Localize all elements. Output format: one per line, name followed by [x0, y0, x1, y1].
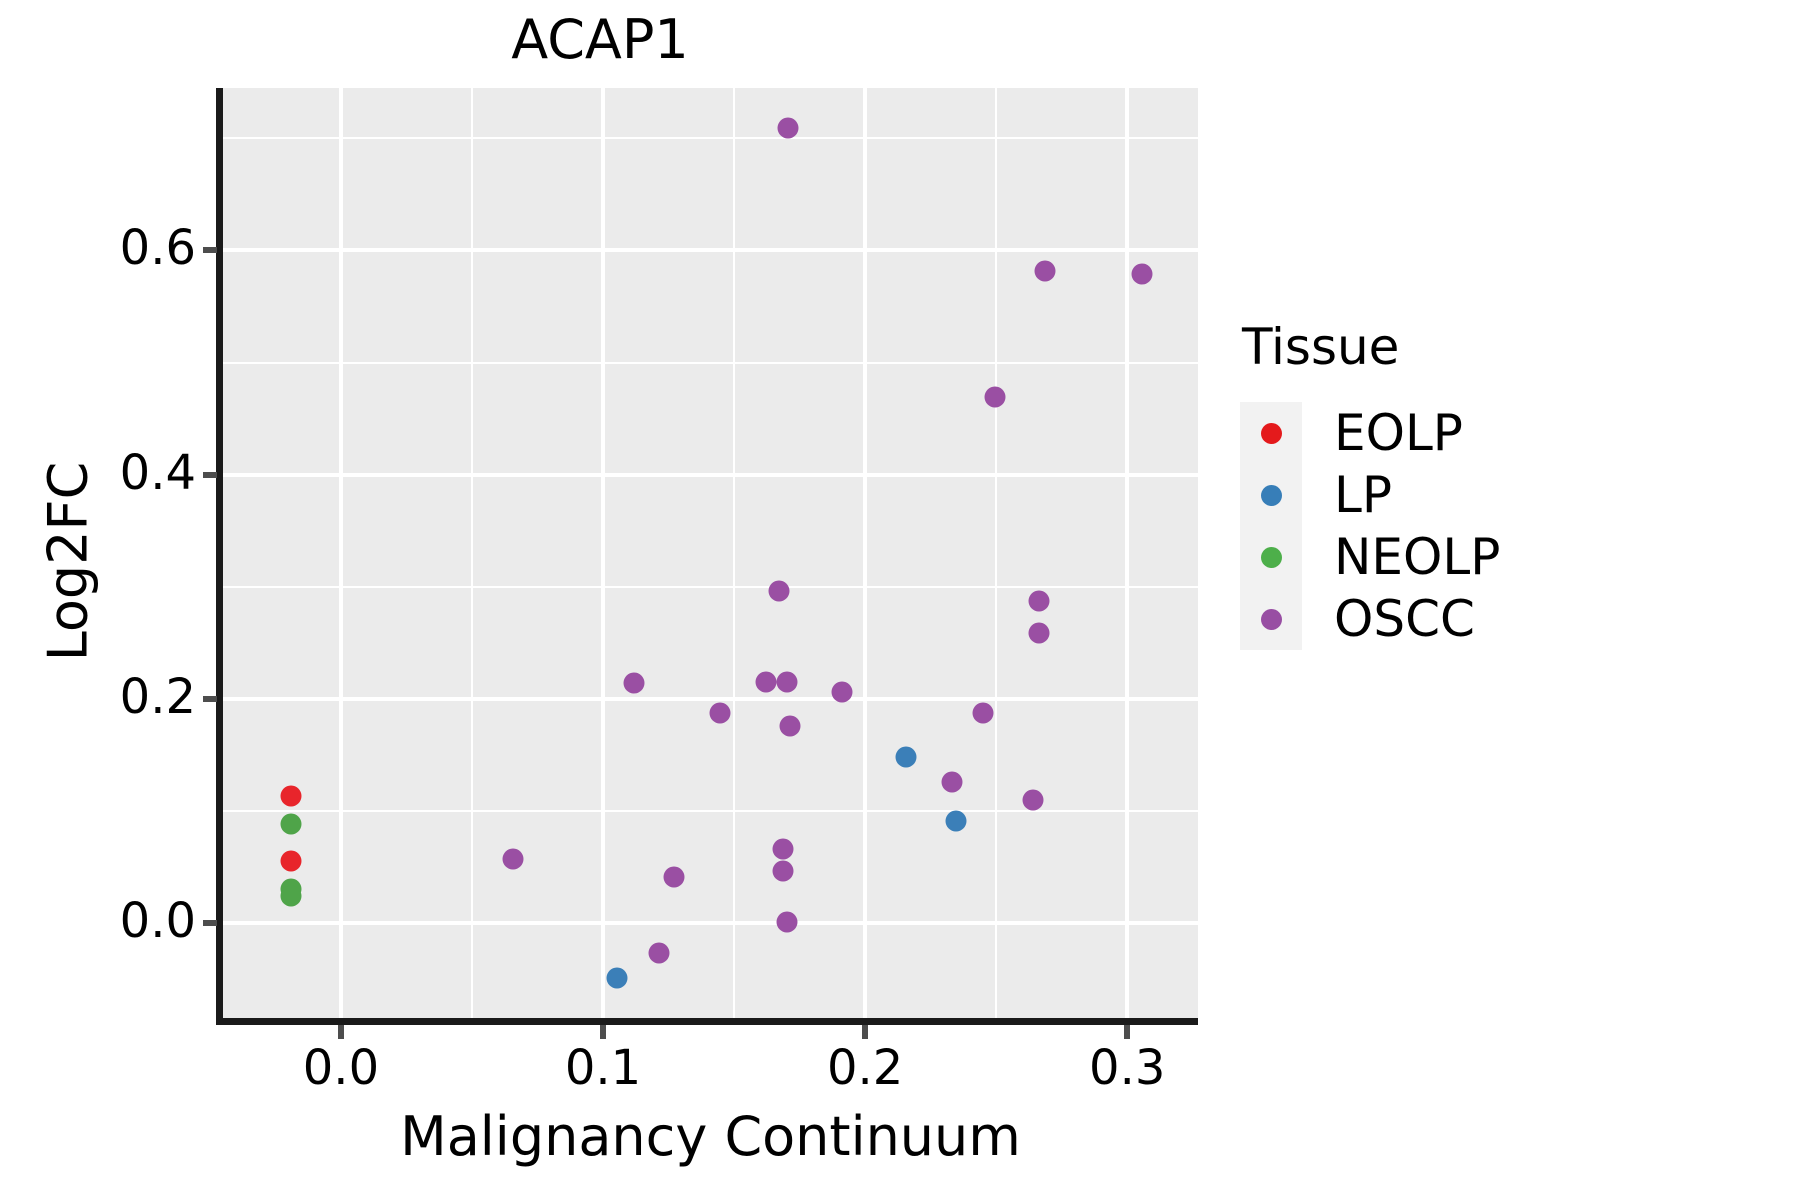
data-point	[606, 967, 628, 989]
data-point	[1034, 260, 1056, 282]
data-point	[945, 810, 967, 832]
y-tick-label: 0.4	[119, 444, 196, 501]
data-point	[895, 746, 917, 768]
data-point	[772, 838, 794, 860]
data-point	[623, 672, 645, 694]
data-point	[663, 866, 685, 888]
y-tick-mark	[203, 695, 217, 702]
y-tick-label: 0.2	[119, 668, 196, 725]
data-point	[772, 860, 794, 882]
page-title: ACAP1	[511, 8, 689, 71]
gridline	[223, 696, 1198, 701]
y-tick-label: 0.0	[119, 892, 196, 949]
legend-item-lp[interactable]: LP	[1240, 464, 1500, 526]
y-tick-mark	[203, 471, 217, 478]
x-tick-mark	[862, 1025, 869, 1039]
data-point	[984, 386, 1006, 408]
x-tick-label: 0.2	[826, 1040, 904, 1096]
legend-title: Tissue	[1242, 318, 1400, 376]
gridline	[223, 472, 1198, 477]
x-tick-mark	[1124, 1025, 1131, 1039]
y-axis-line	[216, 88, 223, 1021]
data-point	[776, 671, 797, 693]
legend-item-neolp[interactable]: NEOLP	[1240, 526, 1500, 588]
data-point	[502, 848, 524, 870]
data-point	[941, 771, 963, 793]
gridline	[1125, 88, 1130, 1018]
data-point	[1028, 622, 1050, 644]
data-point	[972, 702, 994, 724]
legend-key-swatch	[1240, 588, 1302, 650]
gridline	[223, 137, 1198, 140]
plot-panel-wrapper	[223, 88, 1198, 1018]
legend-dot-icon	[1260, 422, 1282, 444]
legend-key-swatch	[1240, 526, 1302, 588]
data-point	[1131, 263, 1153, 285]
x-tick-label: 0.3	[1089, 1040, 1166, 1096]
x-tick-mark	[600, 1025, 607, 1039]
legend-item-oscc[interactable]: OSCC	[1240, 588, 1500, 650]
gridline	[223, 920, 1198, 925]
gridline	[995, 88, 998, 1018]
y-axis-label: Log2FC	[36, 461, 100, 662]
data-point	[768, 580, 790, 602]
y-tick-mark	[203, 919, 217, 926]
data-point	[280, 850, 302, 872]
legend-item-label: LP	[1334, 466, 1393, 524]
legend: Tissue EOLP LP NEOLP OSCC	[1240, 318, 1500, 650]
gridline	[223, 585, 1198, 588]
x-tick-label: 0.1	[564, 1040, 642, 1096]
y-tick-mark	[203, 247, 217, 254]
data-point	[831, 681, 853, 703]
y-tick-label: 0.6	[119, 220, 196, 277]
data-point	[779, 715, 801, 737]
legend-item-label: NEOLP	[1334, 528, 1501, 586]
x-axis-label: Malignancy Continuum	[400, 1105, 1021, 1168]
plot-panel	[223, 88, 1198, 1018]
gridline	[223, 809, 1198, 812]
gridline	[223, 361, 1198, 364]
legend-item-eolp[interactable]: EOLP	[1240, 402, 1500, 464]
legend-key-swatch	[1240, 464, 1302, 526]
data-point	[1022, 789, 1044, 810]
data-point	[1028, 590, 1050, 612]
legend-dot-icon	[1260, 608, 1282, 630]
x-tick-label: 0.0	[302, 1040, 380, 1096]
legend-item-label: EOLP	[1334, 404, 1463, 462]
gridline	[223, 248, 1198, 253]
data-point	[776, 911, 797, 933]
x-axis-line	[216, 1018, 1198, 1025]
data-point	[709, 702, 731, 724]
data-point	[648, 942, 670, 964]
gridline	[733, 88, 736, 1018]
gridline	[338, 88, 343, 1018]
data-point	[777, 117, 799, 139]
gridline	[863, 88, 868, 1018]
gridline	[601, 88, 606, 1018]
legend-dot-icon	[1260, 546, 1282, 568]
legend-key-swatch	[1240, 402, 1302, 464]
data-point	[280, 885, 302, 907]
gridline	[470, 88, 473, 1018]
legend-entries: EOLP LP NEOLP OSCC	[1240, 402, 1500, 650]
data-point	[280, 813, 302, 835]
legend-item-label: OSCC	[1334, 590, 1475, 648]
data-point	[755, 671, 777, 693]
legend-dot-icon	[1260, 484, 1282, 506]
data-point	[280, 785, 302, 807]
x-tick-mark	[337, 1025, 344, 1039]
